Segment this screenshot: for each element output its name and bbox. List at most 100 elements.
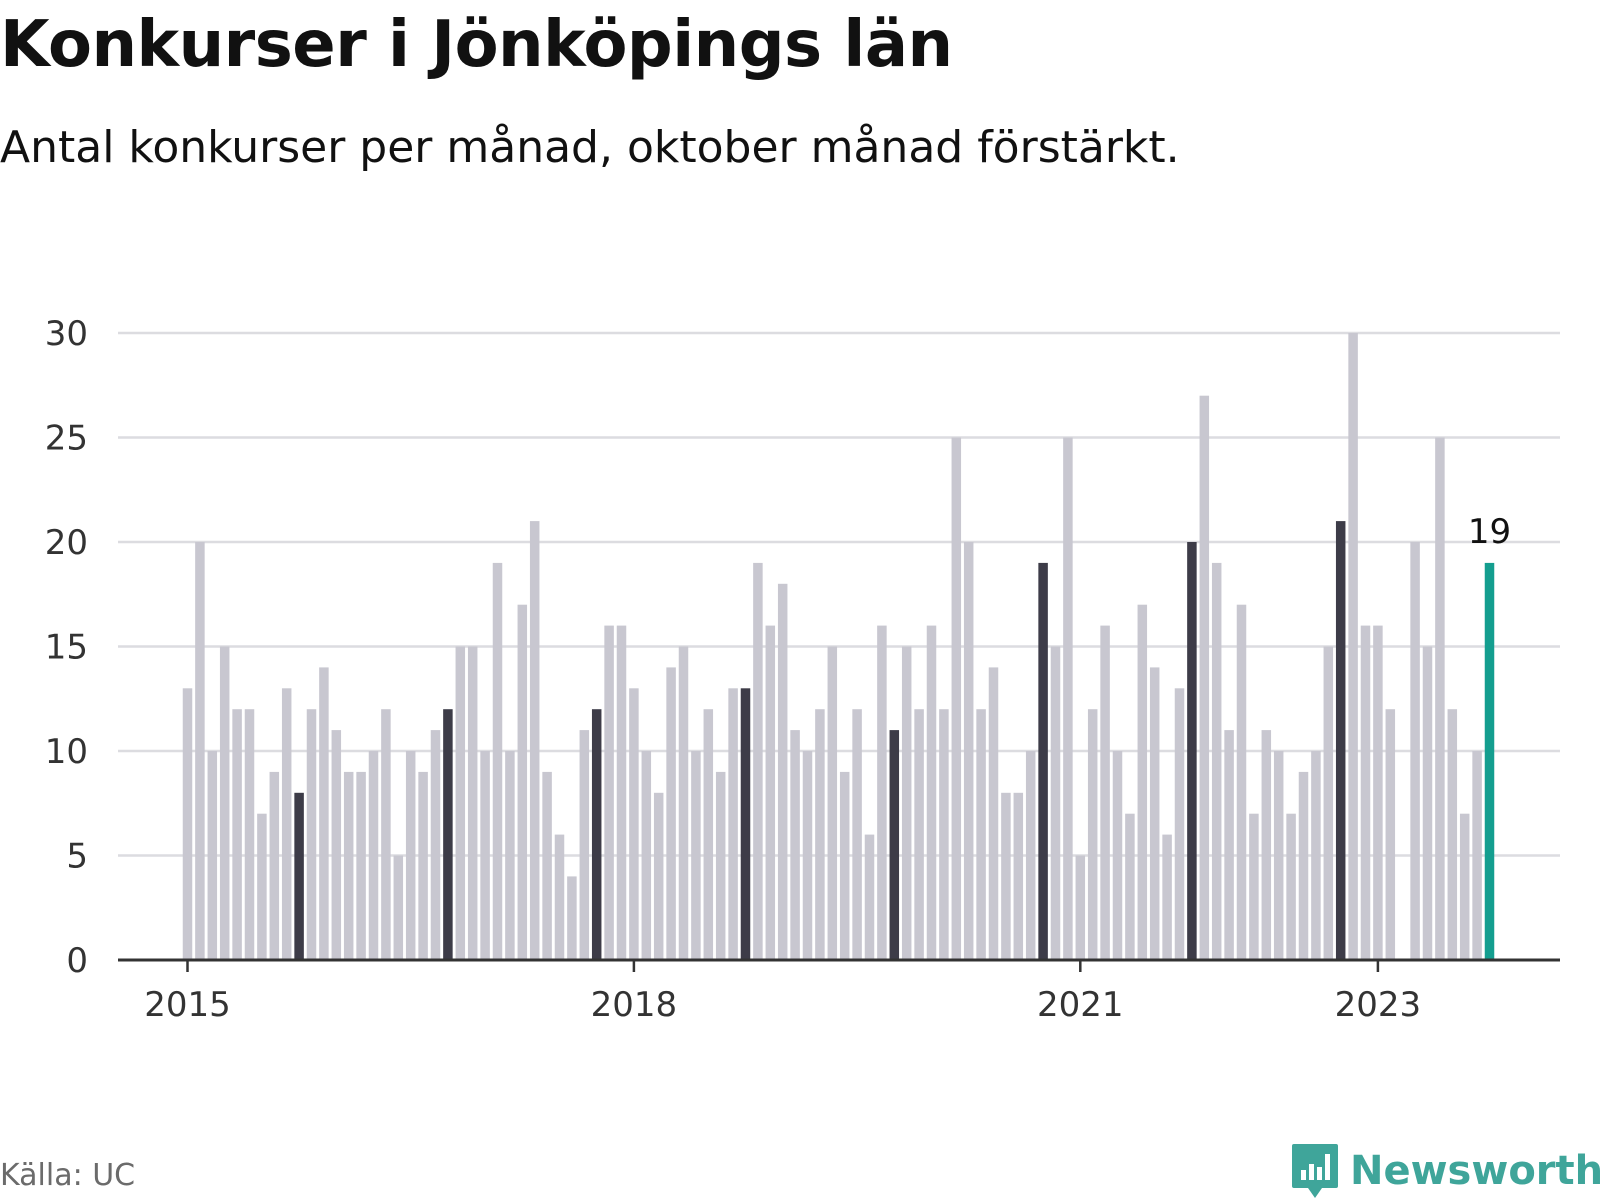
bar: [703, 709, 714, 960]
brand-logo: Newsworthy: [1290, 1142, 1600, 1200]
bar: [455, 646, 466, 960]
bar: [1435, 437, 1445, 960]
bar: [219, 646, 230, 960]
bar: [604, 625, 614, 960]
brand-name: Newsworthy: [1350, 1148, 1600, 1194]
bar: [1025, 751, 1036, 960]
bar: [1137, 604, 1148, 960]
bar: [356, 771, 366, 960]
bar: [405, 751, 416, 960]
bar: [257, 813, 267, 960]
bar: [939, 709, 949, 960]
bar: [889, 730, 900, 960]
bar: [331, 730, 342, 960]
bar: [877, 625, 887, 960]
bar: [1422, 646, 1433, 960]
bar: [505, 751, 515, 960]
bar: [988, 667, 999, 960]
bar: [1236, 604, 1247, 960]
bar: [1410, 542, 1420, 960]
bar: [1273, 751, 1284, 960]
bar: [715, 771, 726, 960]
bar: [244, 709, 255, 960]
y-tick-label: 0: [66, 941, 88, 981]
x-tick-label: 2015: [144, 985, 231, 1025]
bar: [976, 709, 986, 960]
bar: [765, 625, 776, 960]
bar: [554, 834, 565, 960]
bar: [319, 667, 329, 960]
bar: [963, 542, 974, 960]
bar: [1373, 625, 1383, 960]
bar: [1286, 813, 1296, 960]
chart-subtitle: Antal konkurser per månad, oktober månad…: [0, 122, 1180, 173]
bar: [232, 709, 242, 960]
bar: [1360, 625, 1371, 960]
bar: [1050, 646, 1061, 960]
chart-title: Konkurser i Jönköpings län: [0, 8, 953, 82]
bar: [802, 751, 813, 960]
bar: [1459, 813, 1470, 960]
bar: [1211, 562, 1222, 960]
bar-chart-speech-bubble-icon: [1292, 1144, 1338, 1198]
bar: [1100, 625, 1110, 960]
bar: [1298, 771, 1309, 960]
bar: [1187, 542, 1197, 960]
bar: [1125, 813, 1135, 960]
bar: [901, 646, 912, 960]
bar: [1323, 646, 1334, 960]
bar: [306, 709, 317, 960]
bar: [1149, 667, 1160, 960]
bar: [467, 646, 478, 960]
bar: [616, 625, 627, 960]
bar: [591, 709, 602, 960]
bar: [1087, 709, 1098, 960]
bar: [567, 876, 577, 960]
bar: [542, 771, 552, 960]
bar: [281, 688, 292, 960]
bar: [1224, 730, 1234, 960]
source-note: Källa: UC: [0, 1158, 136, 1193]
bar-chart: 0 5 10 15 20 25 30 19 2015 2018 2021 2023: [45, 314, 1560, 1025]
y-tick-label: 5: [66, 837, 88, 877]
bar: [678, 646, 689, 960]
bar: [1075, 855, 1086, 960]
bar: [517, 604, 528, 960]
bar: [1311, 751, 1321, 960]
bar: [641, 751, 652, 960]
bar: [1162, 834, 1172, 960]
bar: [653, 792, 664, 960]
x-tick-label: 2021: [1037, 985, 1124, 1025]
bar: [1063, 437, 1073, 960]
y-tick-label: 30: [45, 314, 88, 354]
bar: [418, 771, 428, 960]
x-tick-label: 2023: [1335, 985, 1422, 1025]
y-tick-label: 20: [45, 523, 88, 563]
bar: [443, 709, 453, 960]
bar: [852, 709, 862, 960]
x-tick-label: 2018: [591, 985, 678, 1025]
bar: [753, 562, 763, 960]
bar: [1484, 562, 1495, 960]
bar: [864, 834, 875, 960]
bar: [393, 855, 404, 960]
bar: [368, 751, 379, 960]
bar: [480, 751, 490, 960]
bar: [579, 730, 590, 960]
bar: [1112, 751, 1123, 960]
bar: [1013, 792, 1024, 960]
bar: [827, 646, 838, 960]
bar: [207, 751, 218, 960]
y-tick-label: 15: [45, 628, 88, 668]
bar: [269, 771, 280, 960]
bar: [926, 625, 937, 960]
bar: [1199, 395, 1210, 960]
bar: [1261, 730, 1272, 960]
bar: [195, 542, 205, 960]
bar: [1001, 792, 1011, 960]
bar: [492, 562, 503, 960]
bar: [430, 730, 441, 960]
y-tick-label: 10: [45, 732, 88, 772]
bar: [294, 792, 304, 960]
bar: [529, 521, 540, 960]
